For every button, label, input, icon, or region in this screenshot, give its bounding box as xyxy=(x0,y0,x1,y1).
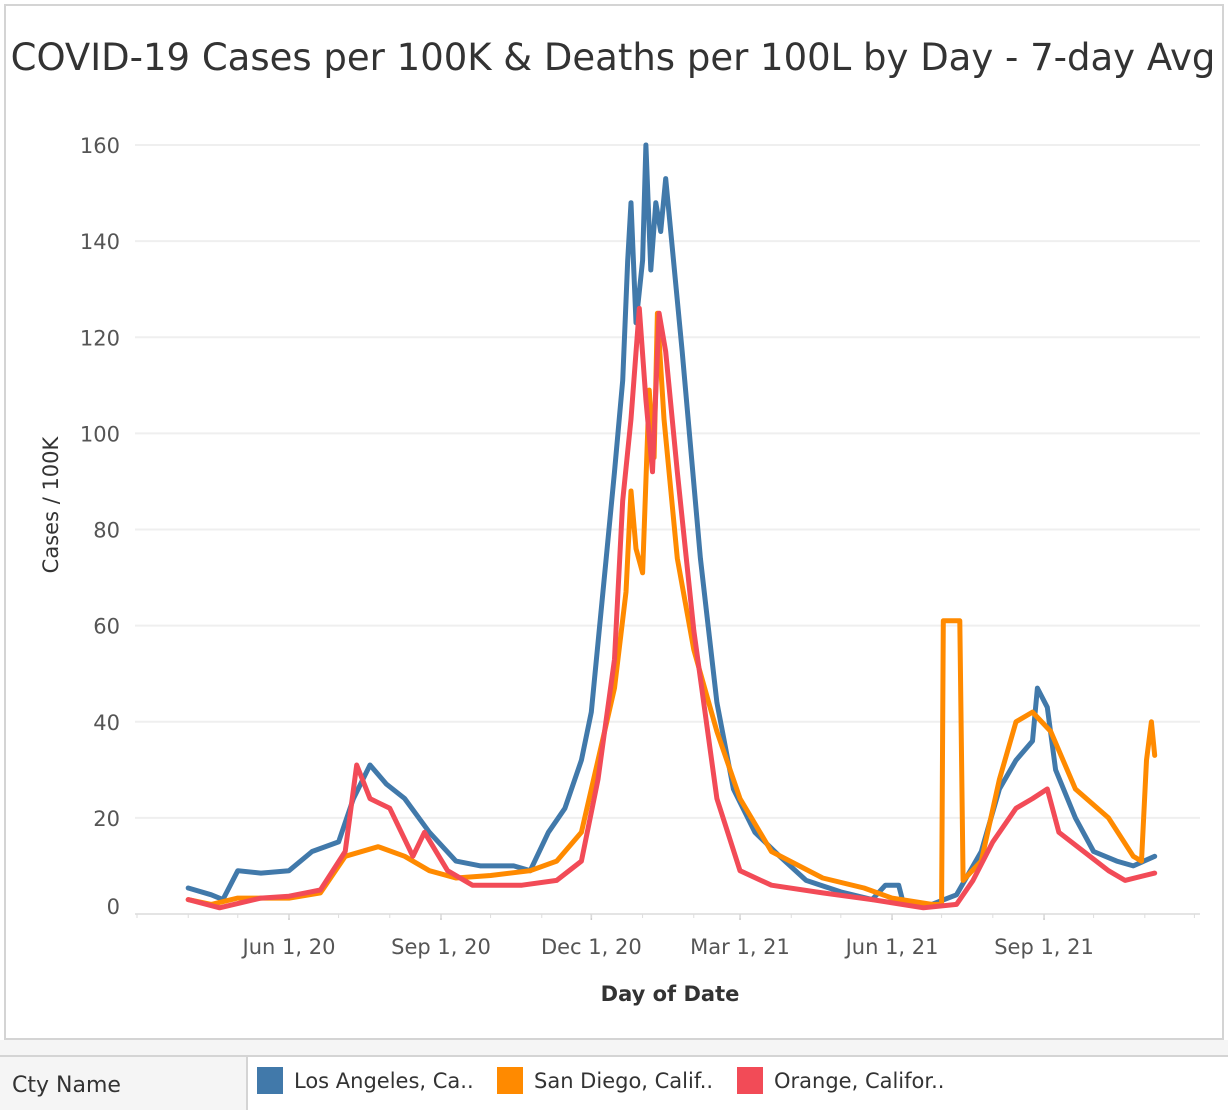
y-tick-label: 160 xyxy=(80,134,120,158)
x-tick-label: Sep 1, 20 xyxy=(391,935,491,959)
series-line-san-diego xyxy=(185,310,1158,907)
legend-title: Cty Name xyxy=(12,1073,121,1098)
series-line-orange xyxy=(185,305,1158,911)
x-tick-label: Sep 1, 21 xyxy=(994,935,1094,959)
x-axis-title: Day of Date xyxy=(601,982,740,1006)
legend-separator xyxy=(0,1040,1228,1055)
chart-title: COVID-19 Cases per 100K & Deaths per 100… xyxy=(10,36,1216,79)
x-tick-label: Jun 1, 20 xyxy=(241,935,336,959)
legend-label: Los Angeles, Ca.. xyxy=(294,1068,474,1093)
legend-label: Orange, Califor.. xyxy=(774,1068,945,1093)
line-chart: 0 20 40 60 80 100 120 140 160 Jun 1, 20 Sep 1, 20 D… xyxy=(39,134,1200,1006)
y-tick-label: 20 xyxy=(93,807,120,831)
x-tick-label: Mar 1, 21 xyxy=(690,935,790,959)
y-tick-label: 80 xyxy=(93,519,120,543)
legend-swatch xyxy=(257,1067,283,1094)
legend-swatch xyxy=(497,1067,523,1094)
y-tick-label: 60 xyxy=(93,615,120,639)
chart-panel: COVID-19 Cases per 100K & Deaths per 100… xyxy=(4,4,1224,1040)
legend-item-los-angeles[interactable]: Los Angeles, Ca.. xyxy=(257,1067,474,1094)
legend-swatch xyxy=(737,1067,763,1094)
x-tick-label: Dec 1, 20 xyxy=(541,935,642,959)
legend: Cty Name Los Angeles, Ca.. San Diego, Ca… xyxy=(0,1055,1228,1110)
series-line-los-angeles xyxy=(185,142,1158,907)
legend-title-cell: Cty Name xyxy=(0,1057,248,1110)
legend-label: San Diego, Calif.. xyxy=(534,1068,714,1093)
y-tick-label: 40 xyxy=(93,711,120,735)
legend-item-san-diego[interactable]: San Diego, Calif.. xyxy=(497,1067,713,1094)
y-tick-label: 140 xyxy=(80,230,120,254)
y-tick-label: 120 xyxy=(80,326,120,350)
legend-item-orange[interactable]: Orange, Califor.. xyxy=(737,1067,944,1094)
y-tick-label: 100 xyxy=(80,422,120,446)
y-tick-label: 0 xyxy=(107,895,120,919)
x-tick-label: Jun 1, 21 xyxy=(844,935,939,959)
y-axis-title: Cases / 100K xyxy=(39,435,63,573)
